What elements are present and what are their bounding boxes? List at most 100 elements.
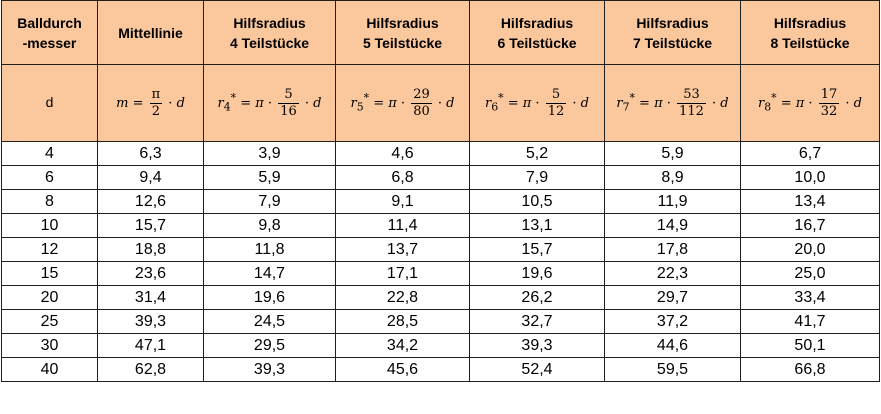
table-cell: 22,3	[604, 261, 741, 286]
formula-r6-sub: 6	[491, 100, 499, 114]
formula-r7-sup: *	[629, 91, 635, 105]
formula-r7-num: 53	[677, 87, 706, 104]
table-cell: 19,6	[469, 261, 605, 286]
formula-r6-expr: r6* = π · 5 12 · d	[485, 86, 589, 119]
formula-r4: r4* = π · 5 16 · d	[203, 64, 336, 142]
table-cell: 17,8	[604, 237, 741, 262]
table-cell: 3,9	[203, 141, 336, 166]
table-cell: 9,8	[203, 213, 336, 238]
formula-m-fraction: π 2	[149, 86, 163, 120]
formula-r8-fraction: 17 32	[818, 86, 840, 120]
table-cell: 15,7	[469, 237, 605, 262]
table-cell: 10,5	[469, 189, 605, 214]
table-cell: 12	[1, 237, 98, 262]
formula-r8-var: d	[853, 95, 862, 111]
header-radius-6-line2: 6 Teilstücke	[497, 34, 577, 51]
formula-r7-sub: 7	[622, 100, 630, 114]
formula-r8-den: 32	[820, 103, 838, 119]
formula-m-num: π	[149, 86, 163, 104]
formula-r5-fraction: 29 80	[411, 87, 432, 120]
table-cell: 10	[1, 213, 98, 238]
formula-m: m = π 2 · d	[97, 64, 204, 142]
formula-r4-sup: *	[230, 91, 237, 105]
formula-r5-lhs: r	[350, 95, 357, 111]
table-row: 12 18,8 11,8 13,7 15,7 17,8 20,0	[1, 237, 880, 262]
table-cell: 4,6	[335, 141, 470, 166]
formula-r8-sub: 8	[764, 100, 772, 114]
table-row: 6 9,4 5,9 6,8 7,9 8,9 10,0	[1, 165, 880, 190]
header-radius-6: Hilfsradius 6 Teilstücke	[469, 0, 605, 65]
table-cell: 10,0	[740, 165, 880, 190]
table-cell: 14,7	[203, 261, 336, 286]
header-row: Balldurch -messer Mittellinie Hilfsradiu…	[1, 0, 880, 65]
header-centerline: Mittellinie	[97, 0, 204, 65]
formula-r4-fraction: 5 16	[278, 87, 299, 120]
table-cell: 15	[1, 261, 98, 286]
formula-m-lhs: m	[116, 95, 129, 111]
formula-r6: r6* = π · 5 12 · d	[469, 64, 605, 142]
formula-r7-pi: π	[654, 95, 663, 111]
formula-r6-sup: *	[498, 91, 504, 105]
formula-r6-num: 5	[545, 87, 567, 104]
table-cell: 18,8	[97, 237, 204, 262]
table-cell: 9,4	[97, 165, 204, 190]
header-radius-4-line1: Hilfsradius	[233, 14, 306, 31]
table-cell: 19,6	[203, 285, 336, 310]
table-row: 4 6,3 3,9 4,6 5,2 5,9 6,7	[1, 141, 880, 166]
table-cell: 33,4	[740, 285, 880, 310]
table-cell: 22,8	[335, 285, 470, 310]
formula-row: d m = π 2 · d r4* = π	[1, 64, 880, 142]
header-radius-5-line1: Hilfsradius	[366, 14, 439, 31]
table-cell: 6,3	[97, 141, 204, 166]
formula-r4-sub: 4	[223, 100, 231, 114]
table-cell: 23,6	[97, 261, 204, 286]
header-radius-4-line2: 4 Teilstücke	[229, 34, 310, 51]
formula-r5-pi: π	[388, 95, 397, 111]
table-cell: 5,2	[469, 141, 605, 166]
table-cell: 17,1	[335, 261, 470, 286]
table-cell: 8	[1, 189, 98, 214]
formula-r6-lhs: r	[485, 95, 492, 111]
formula-r5-var: d	[446, 95, 455, 111]
table-cell: 11,8	[203, 237, 336, 262]
formula-r6-den: 12	[547, 103, 565, 119]
formula-r8-num: 17	[818, 86, 840, 104]
formula-r6-var: d	[580, 95, 589, 111]
table-cell: 13,4	[740, 189, 880, 214]
formula-r4-pi: π	[255, 95, 264, 111]
table-row: 25 39,3 24,5 28,5 32,7 37,2 41,7	[1, 309, 880, 334]
formula-r4-lhs: r	[217, 95, 224, 111]
formula-r8-expr: r8* = π · 17 32 · d	[758, 86, 862, 119]
table-cell: 6	[1, 165, 98, 190]
table-cell: 31,4	[97, 285, 204, 310]
formula-r5-den: 80	[413, 103, 430, 119]
formula-r5-expr: r5* = π · 29 80 · d	[350, 86, 455, 119]
table-cell: 30	[1, 333, 98, 358]
table-cell: 16,7	[740, 213, 880, 238]
formula-r5: r5* = π · 29 80 · d	[335, 64, 470, 142]
table-cell: 39,3	[97, 309, 204, 334]
formula-r8: r8* = π · 17 32 · d	[740, 64, 880, 142]
header-radius-8-line1: Hilfsradius	[773, 14, 847, 31]
table-cell: 29,7	[604, 285, 741, 310]
table-cell: 25,0	[740, 261, 880, 286]
table-cell: 5,9	[604, 141, 741, 166]
formula-r4-num: 5	[278, 87, 299, 104]
table-cell: 4	[1, 141, 98, 166]
table-cell: 52,4	[469, 357, 605, 382]
formula-d-text: d	[45, 94, 54, 110]
table-cell: 13,1	[469, 213, 605, 238]
table-row: 8 12,6 7,9 9,1 10,5 11,9 13,4	[1, 189, 880, 214]
header-radius-8: Hilfsradius 8 Teilstücke	[740, 0, 880, 65]
formula-r7: r7* = π · 53 112 · d	[604, 64, 741, 142]
formula-r5-sub: 5	[356, 100, 364, 114]
table-row: 40 62,8 39,3 45,6 52,4 59,5 66,8	[1, 357, 880, 382]
formula-r7-fraction: 53 112	[677, 87, 706, 120]
formula-r6-pi: π	[522, 95, 532, 111]
table-cell: 41,7	[740, 309, 880, 334]
table-cell: 8,9	[604, 165, 741, 190]
header-radius-6-line1: Hilfsradius	[500, 14, 574, 31]
table-cell: 25	[1, 309, 98, 334]
table-cell: 40	[1, 357, 98, 382]
table-cell: 39,3	[469, 333, 605, 358]
